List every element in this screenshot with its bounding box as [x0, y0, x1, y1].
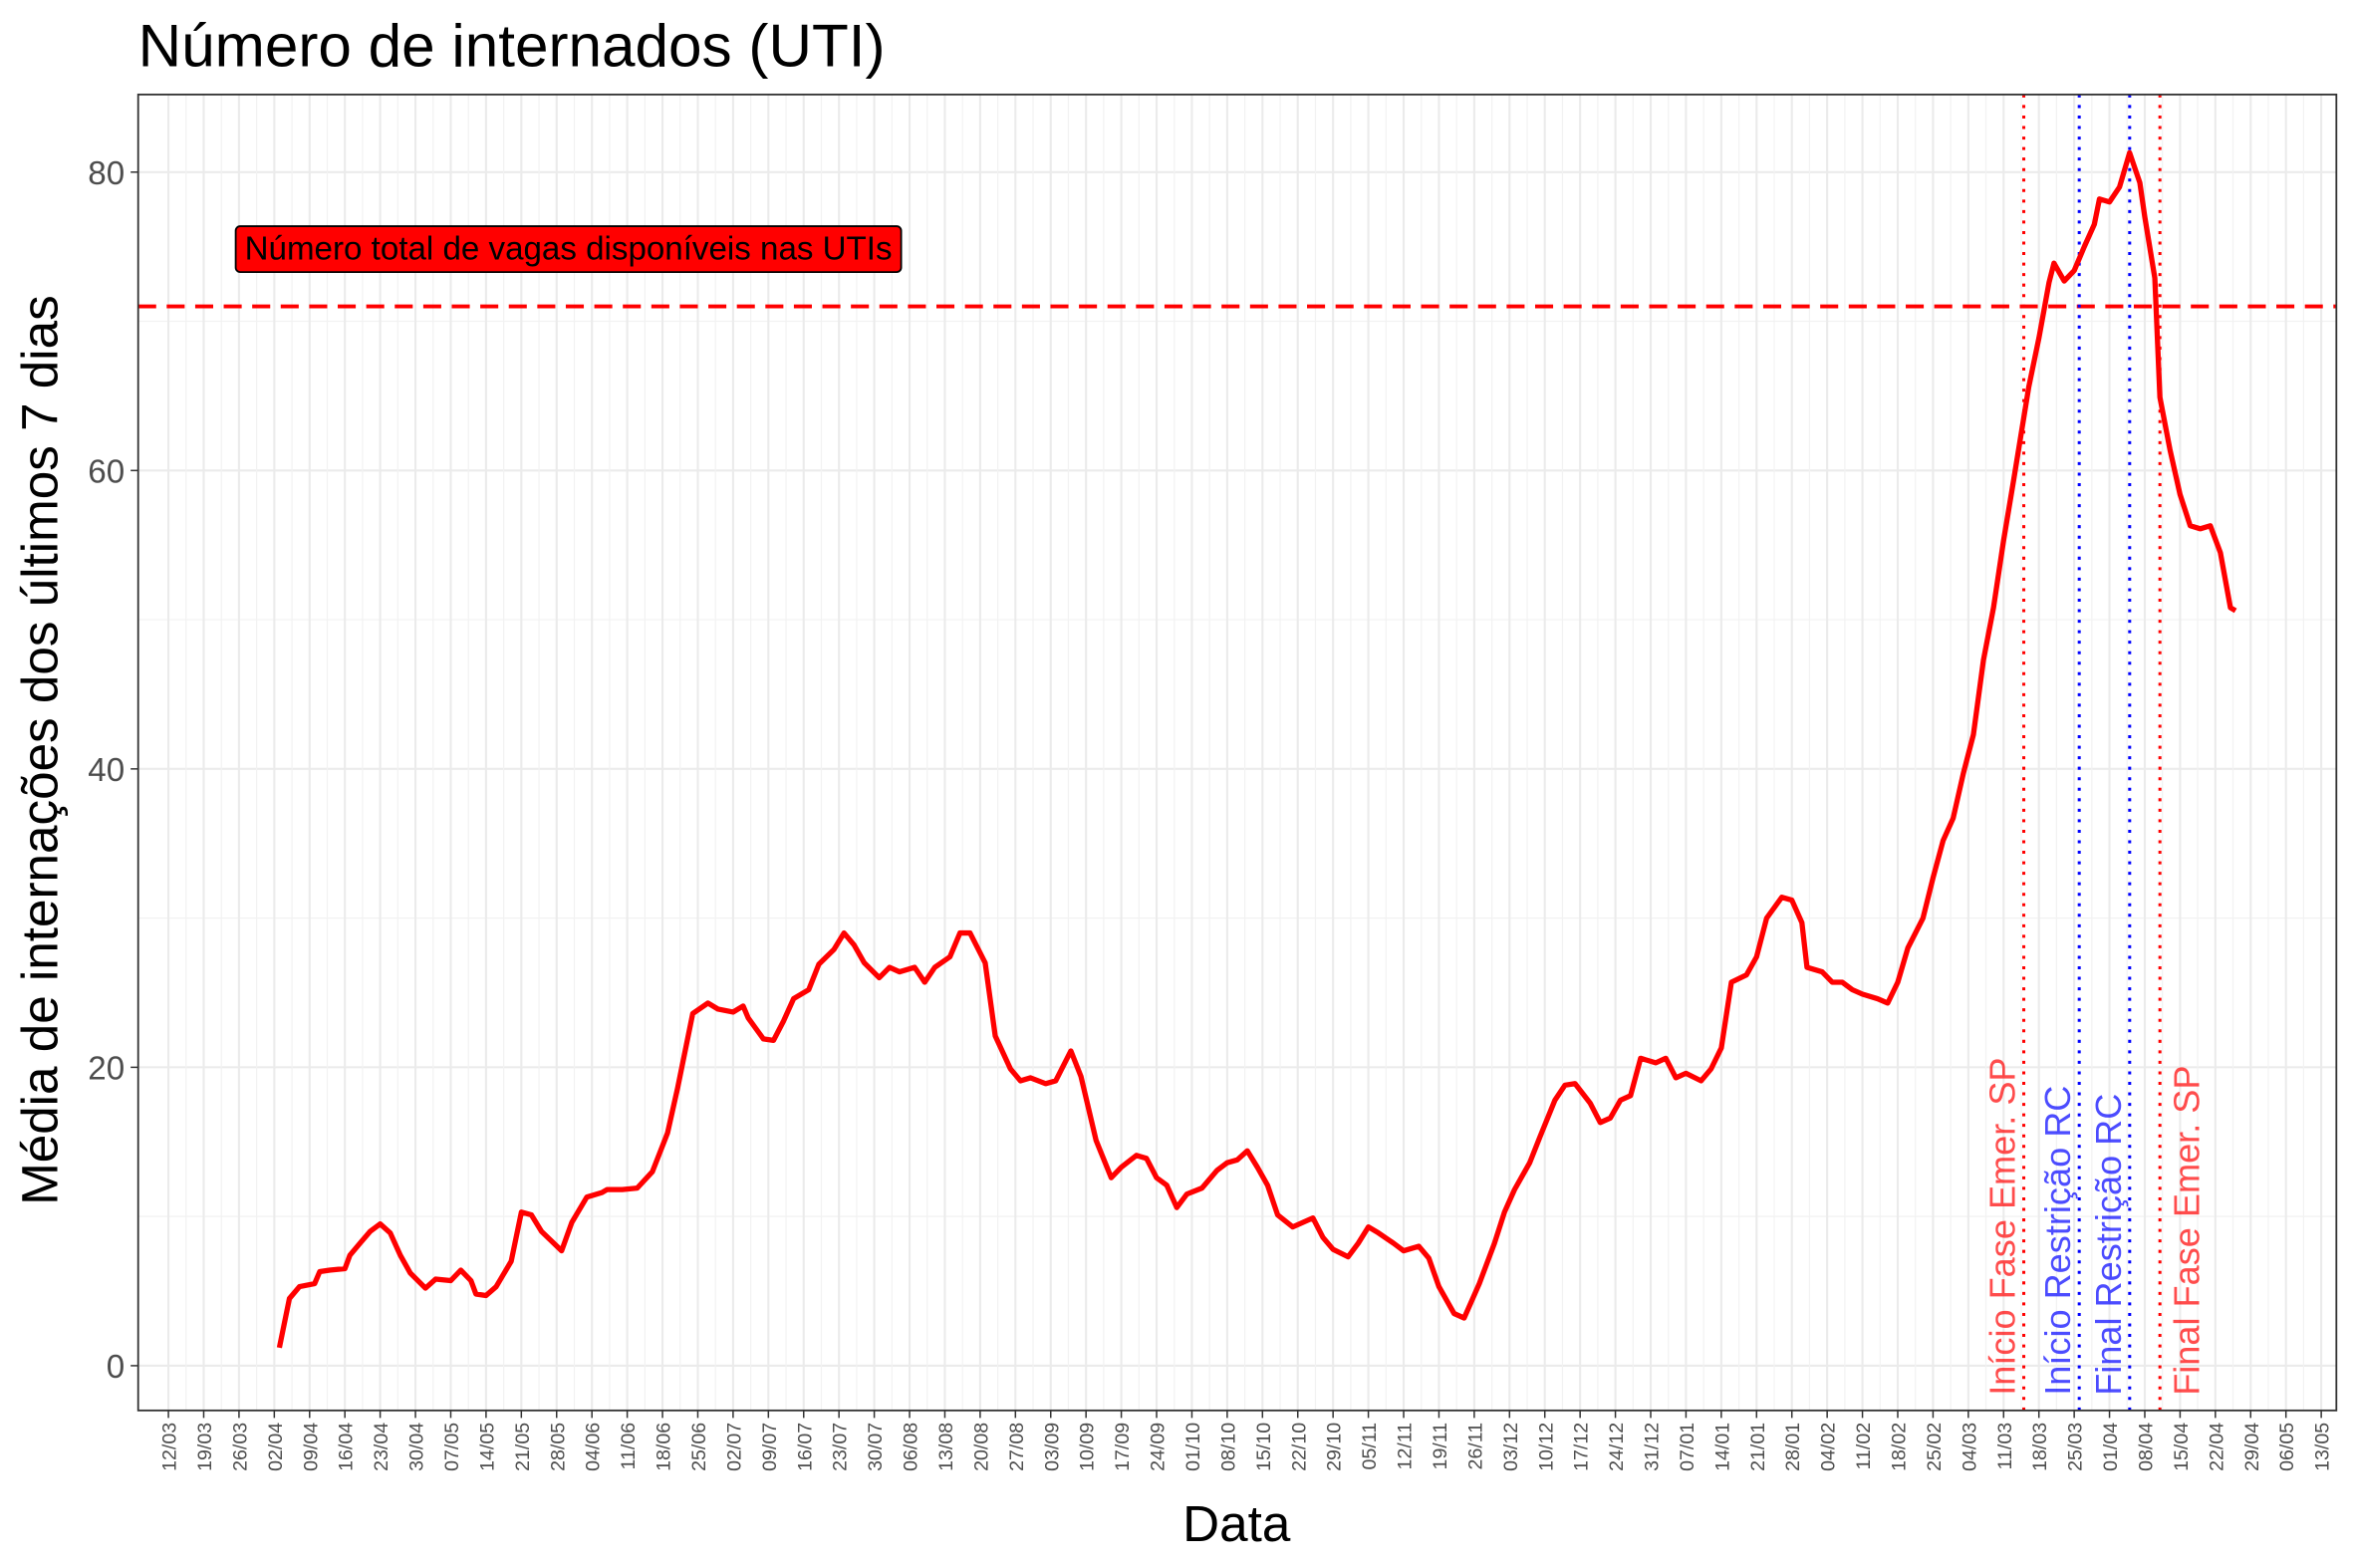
x-tick-label: 07/01 — [1677, 1423, 1699, 1471]
y-tick-label: 60 — [88, 453, 125, 490]
x-tick-label: 02/07 — [723, 1423, 745, 1471]
x-tick-label: 12/03 — [159, 1423, 181, 1471]
annotation: Número total de vagas disponíveis nas UT… — [245, 231, 893, 268]
y-tick-label: 0 — [107, 1349, 125, 1386]
x-tick-label: 23/07 — [830, 1423, 852, 1471]
x-tick-label: 27/08 — [1006, 1423, 1028, 1471]
data-line — [276, 149, 2237, 1349]
x-tick-label: 19/11 — [1430, 1423, 1451, 1470]
x-tick-label: 14/01 — [1711, 1423, 1733, 1471]
x-tick-label: 08/10 — [1217, 1423, 1239, 1471]
event-label: Final Restrição RC — [2088, 1094, 2129, 1396]
x-tick-label: 02/04 — [265, 1423, 287, 1471]
x-tick-label: 12/11 — [1395, 1423, 1417, 1470]
x-tick-label: 09/07 — [759, 1423, 781, 1471]
x-tick-label: 16/07 — [794, 1423, 816, 1471]
x-tick-label: 04/06 — [583, 1423, 605, 1471]
x-tick-label: 26/03 — [229, 1423, 251, 1471]
x-tick-label: 23/04 — [371, 1423, 392, 1471]
x-tick-label: 04/02 — [1818, 1423, 1840, 1471]
x-tick-label: 13/05 — [2312, 1423, 2334, 1471]
x-tick-label: 22/10 — [1288, 1423, 1310, 1471]
x-tick-label: 17/09 — [1112, 1423, 1134, 1471]
y-tick-label: 80 — [88, 155, 125, 192]
x-tick-label: 20/08 — [970, 1423, 992, 1471]
chart-title: Número de internados (UTI) — [138, 11, 886, 79]
x-tick-label: 08/04 — [2136, 1423, 2158, 1471]
x-tick-label: 18/03 — [2029, 1423, 2051, 1471]
x-tick-label: 26/11 — [1464, 1423, 1486, 1470]
x-tick-label: 16/04 — [336, 1423, 358, 1471]
x-tick-label: 07/05 — [441, 1423, 463, 1471]
x-tick-label: 17/12 — [1571, 1423, 1593, 1471]
x-tick-label: 10/12 — [1535, 1423, 1557, 1471]
x-tick-label: 25/03 — [2065, 1423, 2087, 1471]
x-tick-label: 29/10 — [1324, 1423, 1346, 1471]
y-tick-label: 40 — [88, 752, 125, 789]
event-label: Final Fase Emer. SP — [2166, 1066, 2207, 1396]
x-tick-label: 15/04 — [2171, 1423, 2193, 1471]
x-tick-label: 10/09 — [1077, 1423, 1099, 1471]
x-tick-label: 04/03 — [1959, 1423, 1980, 1471]
x-tick-label: 14/05 — [476, 1423, 498, 1471]
x-tick-label: 24/09 — [1148, 1423, 1170, 1471]
x-tick-label: 13/08 — [935, 1423, 957, 1471]
x-tick-label: 15/10 — [1253, 1423, 1275, 1471]
x-tick-label: 06/05 — [2276, 1423, 2298, 1471]
x-tick-label: 06/08 — [901, 1423, 922, 1471]
y-axis-title: Média de internações dos últimos 7 dias — [11, 295, 68, 1205]
x-tick-label: 11/02 — [1853, 1423, 1875, 1470]
x-tick-label: 11/06 — [618, 1423, 640, 1470]
x-tick-label: 03/09 — [1041, 1423, 1063, 1471]
x-tick-label: 09/04 — [300, 1423, 322, 1471]
x-tick-label: 22/04 — [2206, 1423, 2227, 1471]
x-tick-label: 24/12 — [1606, 1423, 1628, 1471]
x-tick-label: 18/06 — [654, 1423, 675, 1471]
annotation-box — [234, 225, 903, 273]
x-tick-label: 21/05 — [512, 1423, 534, 1471]
x-tick-label: 31/12 — [1642, 1423, 1664, 1471]
x-tick-label: 28/01 — [1782, 1423, 1804, 1471]
x-tick-label: 29/04 — [2241, 1423, 2263, 1471]
x-tick-label: 21/01 — [1747, 1423, 1769, 1471]
event-label: Início Fase Emer. SP — [1981, 1057, 2022, 1395]
event-label: Início Restrição RC — [2037, 1086, 2078, 1396]
x-tick-label: 03/12 — [1500, 1423, 1522, 1471]
x-tick-label: 18/02 — [1889, 1423, 1911, 1471]
x-tick-label: 11/03 — [1994, 1423, 2016, 1470]
x-tick-label: 30/07 — [865, 1423, 887, 1471]
x-axis-title: Data — [1182, 1495, 1291, 1552]
x-tick-label: 01/04 — [2100, 1423, 2122, 1471]
panel-border — [136, 93, 2338, 1412]
plot-area: Número total de vagas disponíveis nas UT… — [137, 94, 2337, 1411]
x-tick-label: 19/03 — [194, 1423, 216, 1471]
x-tick-label: 25/06 — [688, 1423, 710, 1471]
x-tick-label: 01/10 — [1182, 1423, 1204, 1471]
x-tick-label: 05/11 — [1359, 1423, 1381, 1470]
x-tick-label: 28/05 — [547, 1423, 569, 1471]
x-tick-label: 25/02 — [1924, 1423, 1946, 1471]
x-tick-label: 30/04 — [406, 1423, 428, 1471]
y-tick-label: 20 — [88, 1050, 125, 1087]
